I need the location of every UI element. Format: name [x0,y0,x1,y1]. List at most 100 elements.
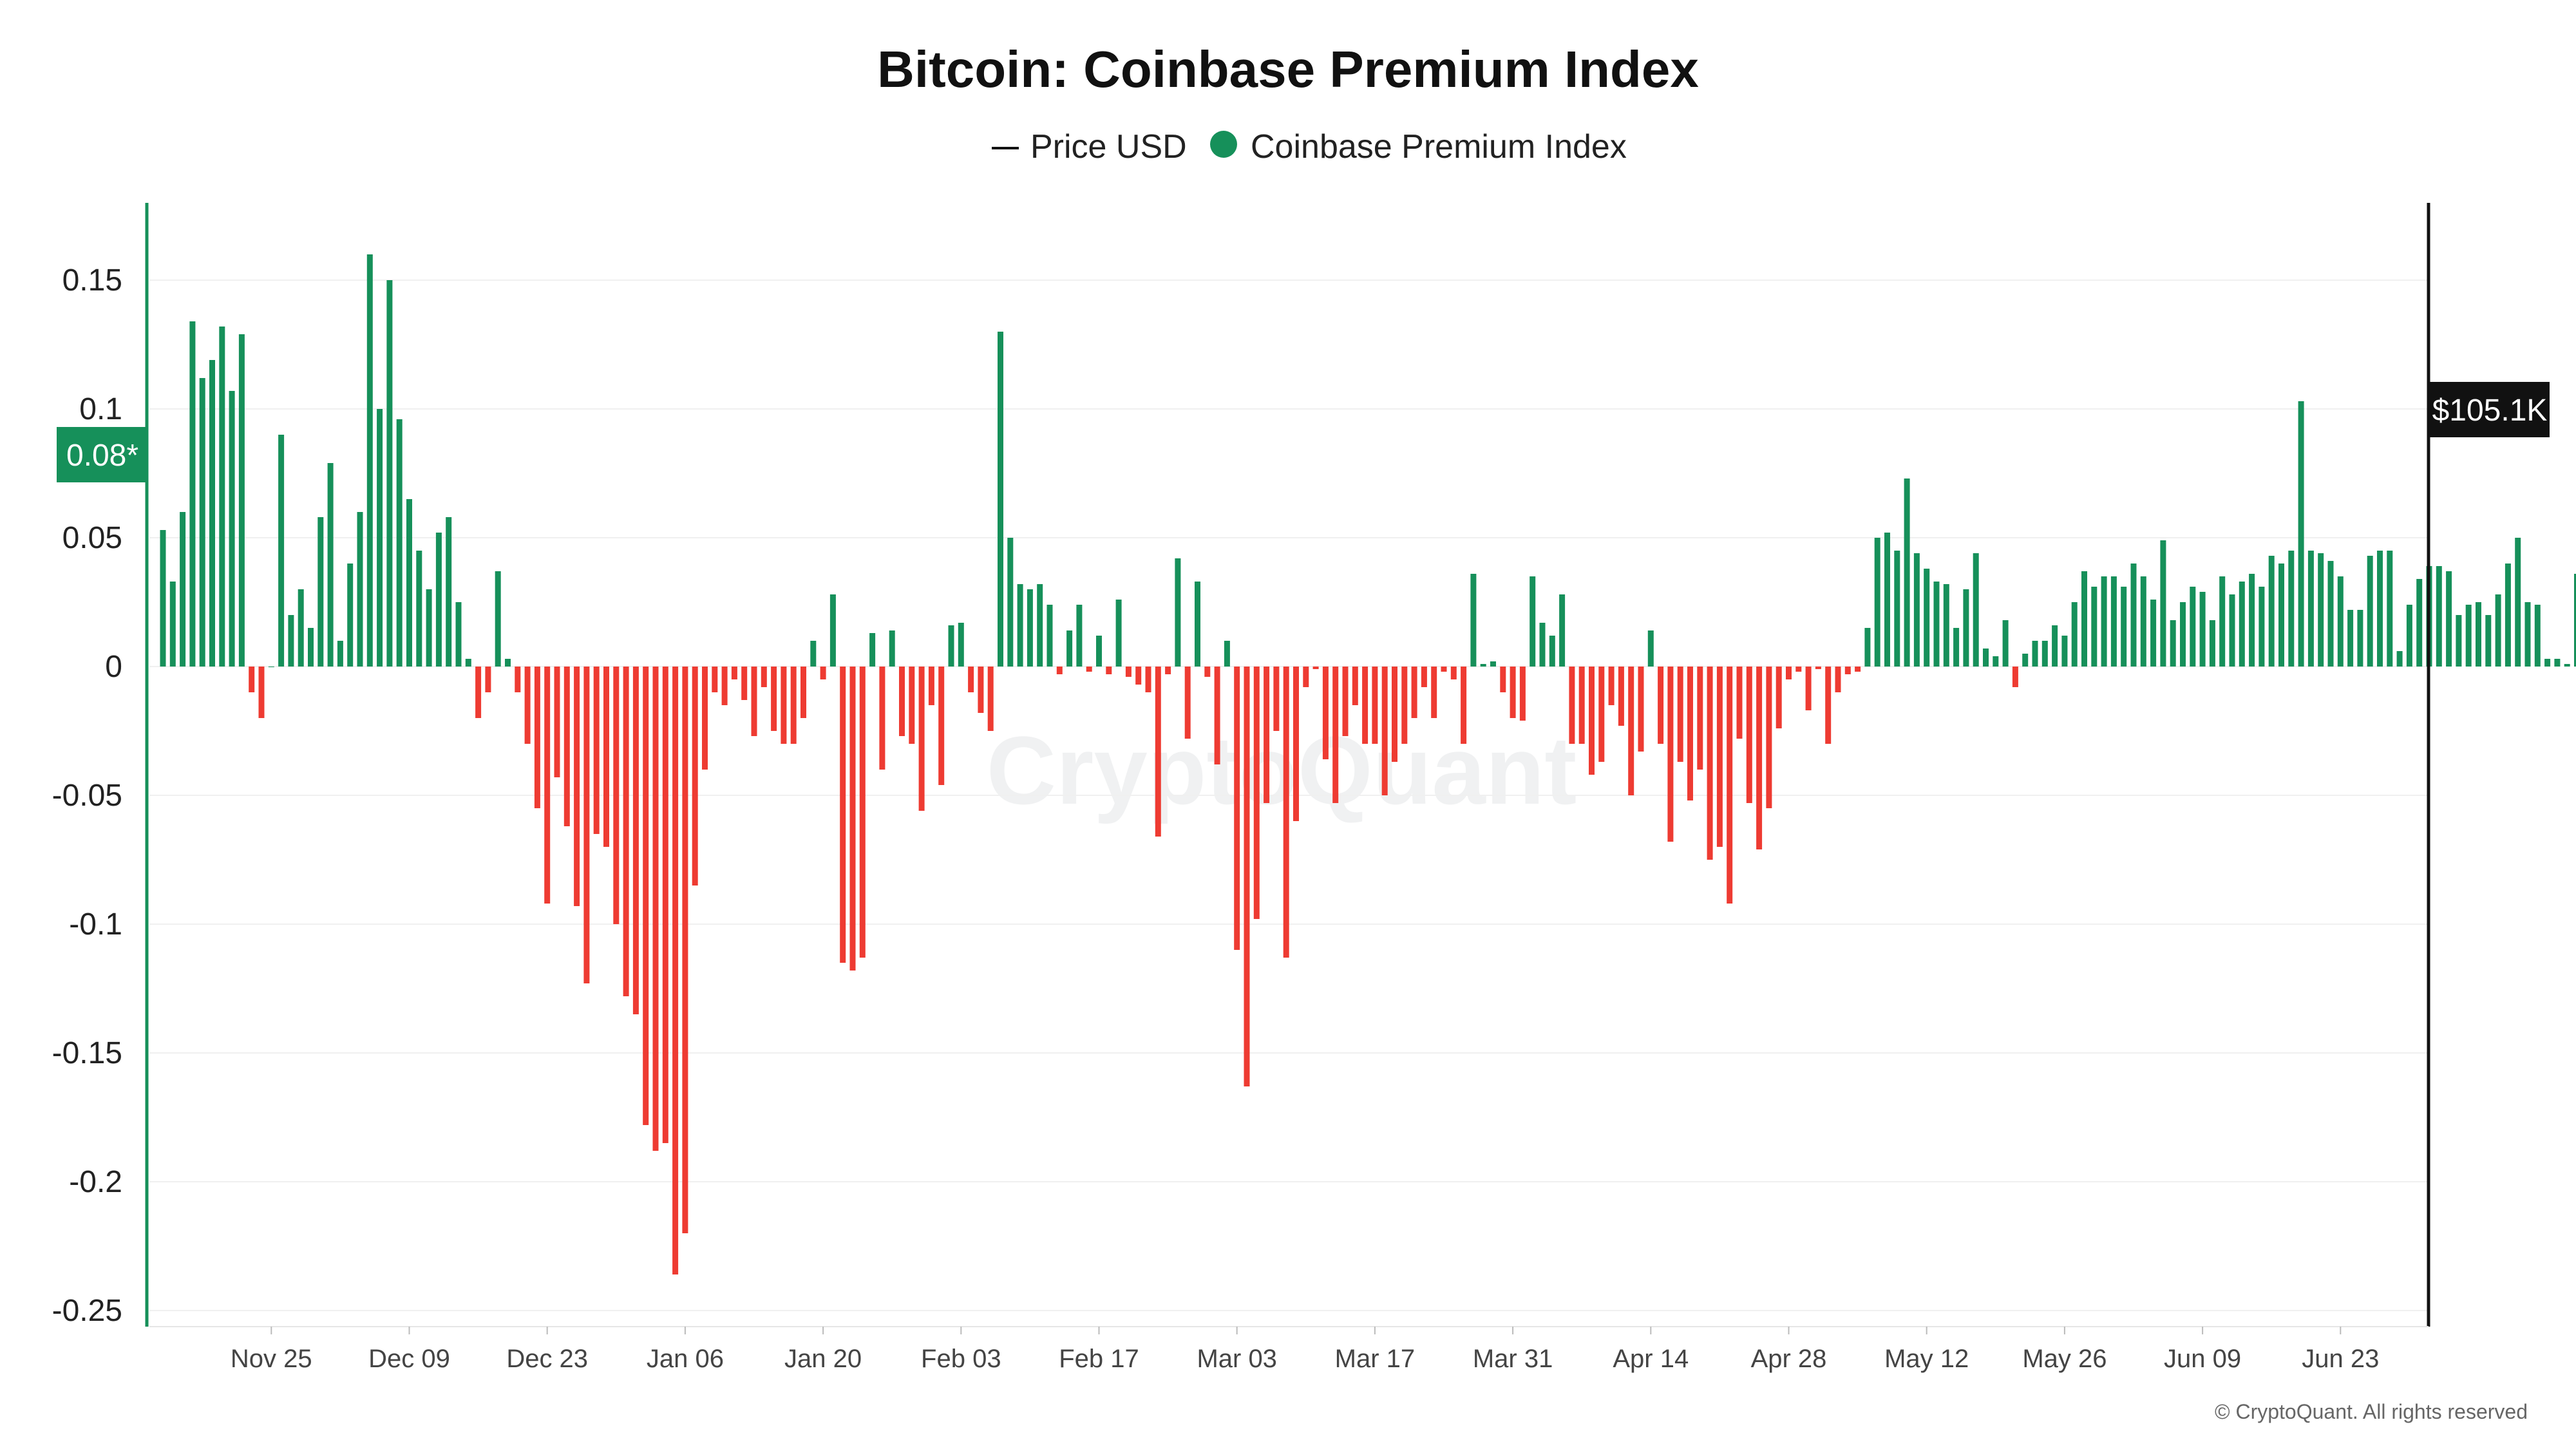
x-tick-label: Feb 03 [921,1345,1001,1373]
premium-bar [308,628,314,667]
premium-bar [505,659,511,667]
premium-bar [288,615,294,667]
premium-bar [2564,664,2570,667]
premium-bar [1628,667,1634,795]
premium-bar [2071,602,2078,667]
premium-bar [987,667,994,731]
x-tick-label: Jun 09 [2164,1345,2241,1373]
left-tick-label: -0.2 [69,1165,122,1199]
premium-bar [1993,656,1999,667]
premium-bar [899,667,905,736]
premium-bar [1776,667,1782,728]
premium-bar [928,667,934,705]
premium-bar [2307,551,2314,667]
premium-bar [1027,589,1033,667]
premium-bar [1332,667,1339,803]
premium-bar [810,641,817,667]
premium-bar [2357,610,2363,667]
premium-bar [2387,551,2393,667]
premium-bar [2495,594,2501,667]
premium-bar [219,327,225,667]
premium-bar [1480,664,1486,667]
premium-bar [2505,564,2511,667]
premium-bar [2150,600,2157,667]
premium-bar [1924,569,1930,667]
premium-bar [229,391,235,667]
x-tick-label: Feb 17 [1059,1345,1139,1373]
premium-bar [2170,620,2176,667]
right-badge-box [2430,382,2550,437]
premium-bar [2012,667,2018,687]
premium-bar [998,332,1003,667]
x-tick-label: Apr 28 [1751,1345,1827,1373]
left-tick-label: -0.1 [69,907,122,942]
premium-bar [2465,605,2472,667]
premium-bar [1145,667,1151,692]
premium-bar [554,667,560,777]
left-tick-label: 0.15 [62,263,122,298]
premium-bar [2485,615,2492,667]
premium-bar [2190,587,2196,667]
premium-bar [1283,667,1289,958]
right-badge-value: $105.1K [2432,393,2548,428]
premium-bar [396,419,402,667]
premium-bar [209,360,215,667]
premium-bar [879,667,886,770]
premium-bar [2130,564,2137,667]
premium-bar [1677,667,1683,762]
premium-bar [1204,667,1211,677]
premium-bar [1431,667,1437,718]
premium-bar [859,667,866,958]
premium-bar [652,667,659,1151]
premium-bar [781,667,787,744]
premium-bar [1046,605,1053,667]
premium-bar [1056,667,1063,674]
x-tick-label: Nov 25 [231,1345,312,1373]
premium-bar [2219,576,2226,667]
premium-bar [662,667,668,1143]
premium-bar [1559,594,1566,667]
right-current-badge: $105.1K [2430,382,2550,437]
premium-bar [790,667,797,744]
premium-bar [475,667,482,718]
left-tick-label: -0.15 [52,1036,122,1070]
premium-bar [2327,561,2334,667]
premium-bar [1539,623,1546,667]
premium-bar [249,667,255,692]
premium-bar [672,667,679,1274]
premium-bar [1322,667,1329,759]
premium-bar [2406,605,2412,667]
premium-bar [1736,667,1743,739]
left-tick-label: 0 [105,650,122,684]
premium-bar [1569,667,1575,744]
premium-bar [869,633,876,667]
premium-bar [544,667,551,904]
x-tick-label: Jun 23 [2302,1345,2379,1373]
premium-bar [761,667,767,687]
premium-bar [2209,620,2215,667]
copyright: © CryptoQuant. All rights reserved [2215,1400,2528,1423]
premium-bar [721,667,728,705]
premium-bar [1470,574,1477,667]
left-tick-label: -0.25 [52,1294,122,1328]
premium-bar [2446,571,2452,667]
premium-bar [1786,667,1792,679]
chart-title-group: Bitcoin: Coinbase Premium Index [877,41,1699,98]
premium-bar [1647,630,1654,667]
premium-bar [1155,667,1161,837]
legend-premium-label: Coinbase Premium Index [1251,128,1627,166]
premium-bar [485,667,491,692]
premium-bar [849,667,856,971]
premium-bar [317,517,324,667]
premium-bar [751,667,757,736]
premium-bar [1638,667,1644,752]
premium-bar [603,667,609,847]
premium-bar [1500,667,1506,692]
axes [145,203,2430,1327]
premium-bar [298,589,304,667]
premium-bar [1411,667,1417,718]
premium-bar [2318,553,2324,667]
x-tick-label: Mar 31 [1473,1345,1553,1373]
left-axis-ticks: 0.15 0.1 0.05 0 -0.05 -0.1 -0.15 -0.2 -0.25 [52,263,122,1328]
